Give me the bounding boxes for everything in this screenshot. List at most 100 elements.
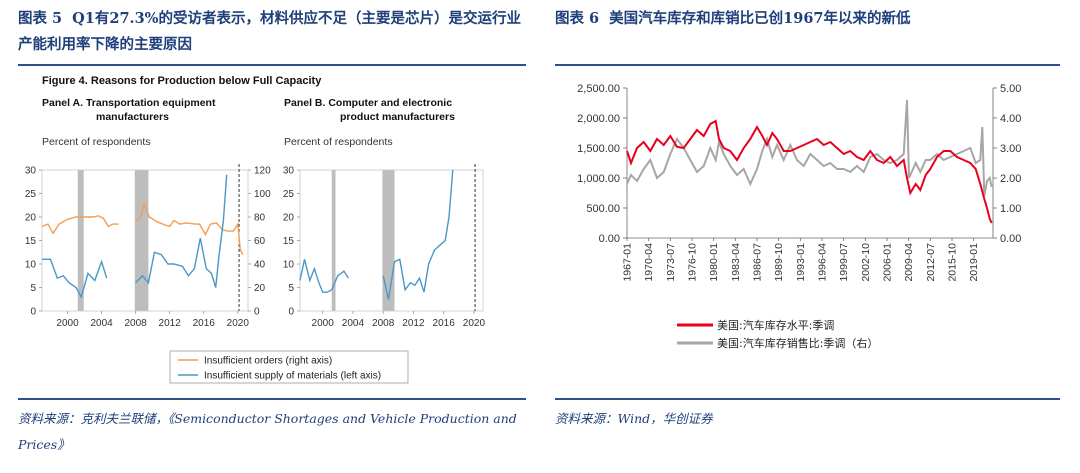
left-tick-label: 500.00 bbox=[586, 203, 620, 215]
supply-series-line bbox=[42, 258, 108, 299]
right-bottom-rule bbox=[555, 398, 1060, 400]
x-tick-label: 2015-10 bbox=[947, 243, 959, 282]
left-bottom-rule bbox=[18, 398, 526, 400]
x-tick-label: 2006-01 bbox=[882, 243, 894, 282]
left-tick-label: 10 bbox=[25, 260, 37, 271]
left-figure: Figure 4. Reasons for Production below F… bbox=[25, 75, 486, 384]
right-tick-label: 100 bbox=[254, 189, 271, 200]
x-tick-label: 2002-10 bbox=[860, 243, 872, 282]
panel-b-plot: 0 5 10 15 20 25 30 2000 2004 2008 2012 2016 2020 bbox=[283, 164, 486, 329]
right-tick-label: 120 bbox=[254, 166, 271, 177]
x-tick-label: 2020 bbox=[227, 318, 250, 329]
left-tick-label: 5 bbox=[30, 283, 36, 294]
x-tick-label: 2012 bbox=[159, 318, 182, 329]
right-figure: 0.00 500.00 1,000.00 1,500.00 2,000.00 2,500.… bbox=[577, 83, 1021, 350]
left-top-rule bbox=[18, 64, 526, 66]
left-caption-tag: 图表 5 bbox=[18, 10, 63, 27]
left-tick-label: 25 bbox=[283, 189, 295, 200]
x-tick-label: 2004 bbox=[90, 318, 113, 329]
right-source: 资料来源：Wind，华创证券 bbox=[555, 411, 713, 426]
left-caption-text: Q1有27.3%的受访者表示，材料供应不足（主要是芯片）是交运行业产能利用率下降… bbox=[18, 10, 521, 53]
legend-ratio-label: 美国:汽车库存销售比:季调（右） bbox=[717, 336, 878, 350]
left-tick-label: 0 bbox=[288, 307, 294, 318]
x-tick-label: 2004 bbox=[342, 318, 365, 329]
panel-a-ylabel: Percent of respondents bbox=[42, 136, 151, 148]
x-tick-label: 2016 bbox=[433, 318, 456, 329]
orders-series-line bbox=[41, 215, 119, 235]
inventory-series-line bbox=[626, 119, 993, 224]
x-tick-label: 2020 bbox=[463, 318, 486, 329]
orders-series-line bbox=[135, 201, 244, 255]
x-tick-label: 1983-04 bbox=[730, 243, 742, 282]
panel-a-title-1: Panel A. Transportation equipment bbox=[42, 97, 216, 109]
left-tick-label: 25 bbox=[25, 189, 37, 200]
x-tick-label: 1989-10 bbox=[773, 243, 785, 282]
panel-b-ylabel: Percent of respondents bbox=[284, 136, 393, 148]
supply-series-line bbox=[135, 174, 228, 288]
panel-b-title-2: product manufacturers bbox=[340, 111, 455, 123]
x-tick-label: 2019-01 bbox=[968, 243, 980, 282]
figure-title: Figure 4. Reasons for Production below F… bbox=[42, 75, 322, 87]
right-caption-text: 美国汽车库存和库销比已创1967年以来的新低 bbox=[609, 10, 911, 27]
x-tick-label: 1980-01 bbox=[708, 243, 720, 282]
inventory-chart-plot: 0.00 500.00 1,000.00 1,500.00 2,000.00 2,500.… bbox=[577, 83, 1021, 282]
left-tick-label: 20 bbox=[25, 213, 37, 224]
x-tick-label: 2008 bbox=[372, 318, 395, 329]
left-caption: 图表 5 Q1有27.3%的受访者表示，材料供应不足（主要是芯片）是交运行业产能利… bbox=[18, 6, 530, 58]
panel-b-title-1: Panel B. Computer and electronic bbox=[284, 97, 452, 109]
x-tick-label: 1999-07 bbox=[838, 243, 850, 282]
panel-a-plot: 0 5 10 15 20 25 30 0 20 40 60 80 100 120 2000 2004 2008 2… bbox=[25, 164, 271, 329]
right-tick-label: 5.00 bbox=[1000, 83, 1021, 95]
recession-band bbox=[77, 170, 84, 311]
left-source: 资料来源：克利夫兰联储，《Semiconductor Shortages and… bbox=[18, 411, 517, 452]
right-tick-label: 3.00 bbox=[1000, 143, 1021, 155]
left-tick-label: 30 bbox=[283, 166, 295, 177]
panel-a-title-2: manufacturers bbox=[96, 111, 169, 123]
x-tick-label: 1993-01 bbox=[795, 243, 807, 282]
x-tick-label: 1970-04 bbox=[643, 243, 655, 282]
right-tick-label: 2.00 bbox=[1000, 173, 1021, 185]
x-tick-label: 2012-07 bbox=[925, 243, 937, 282]
x-tick-label: 1976-10 bbox=[687, 243, 699, 282]
supply-series-line bbox=[299, 259, 349, 293]
legend-supply-label: Insufficient supply of materials (left a… bbox=[204, 371, 381, 382]
right-tick-label: 4.00 bbox=[1000, 113, 1021, 125]
left-tick-label: 2,000.00 bbox=[577, 113, 620, 125]
right-caption: 图表 6 美国汽车库存和库销比已创1967年以来的新低 bbox=[555, 6, 1075, 32]
left-tick-label: 0 bbox=[30, 307, 36, 318]
right-caption-tag: 图表 6 bbox=[555, 10, 600, 27]
right-tick-label: 80 bbox=[254, 213, 266, 224]
left-tick-label: 30 bbox=[25, 166, 37, 177]
left-tick-label: 10 bbox=[283, 260, 295, 271]
legend-inventory-label: 美国:汽车库存水平:季调 bbox=[717, 318, 834, 332]
ratio-series-line bbox=[626, 99, 993, 197]
x-tick-label: 2000 bbox=[312, 318, 335, 329]
x-tick-label: 1967-01 bbox=[622, 243, 634, 282]
recession-band bbox=[382, 170, 395, 311]
recession-band bbox=[331, 170, 336, 311]
left-tick-label: 1,500.00 bbox=[577, 143, 620, 155]
right-tick-label: 0.00 bbox=[1000, 233, 1021, 245]
left-tick-label: 0.00 bbox=[599, 233, 620, 245]
right-tick-label: 1.00 bbox=[1000, 203, 1021, 215]
left-tick-label: 20 bbox=[283, 213, 295, 224]
left-legend-box bbox=[169, 350, 409, 384]
x-tick-label: 2016 bbox=[193, 318, 216, 329]
legend-orders-label: Insufficient orders (right axis) bbox=[204, 356, 332, 367]
x-tick-label: 2008 bbox=[125, 318, 148, 329]
right-tick-label: 20 bbox=[254, 283, 266, 294]
x-tick-label: 1996-04 bbox=[817, 243, 829, 282]
x-tick-label: 2000 bbox=[56, 318, 79, 329]
left-tick-label: 5 bbox=[288, 283, 294, 294]
right-tick-label: 60 bbox=[254, 236, 266, 247]
left-tick-label: 15 bbox=[283, 236, 295, 247]
left-tick-label: 15 bbox=[25, 236, 37, 247]
right-tick-label: 0 bbox=[254, 307, 260, 318]
x-tick-label: 1973-07 bbox=[665, 243, 677, 282]
left-tick-label: 1,000.00 bbox=[577, 173, 620, 185]
right-top-rule bbox=[555, 64, 1060, 66]
supply-series-line bbox=[382, 169, 454, 300]
recession-band bbox=[134, 170, 149, 311]
left-tick-label: 2,500.00 bbox=[577, 83, 620, 95]
x-tick-label: 2009-04 bbox=[903, 243, 915, 282]
